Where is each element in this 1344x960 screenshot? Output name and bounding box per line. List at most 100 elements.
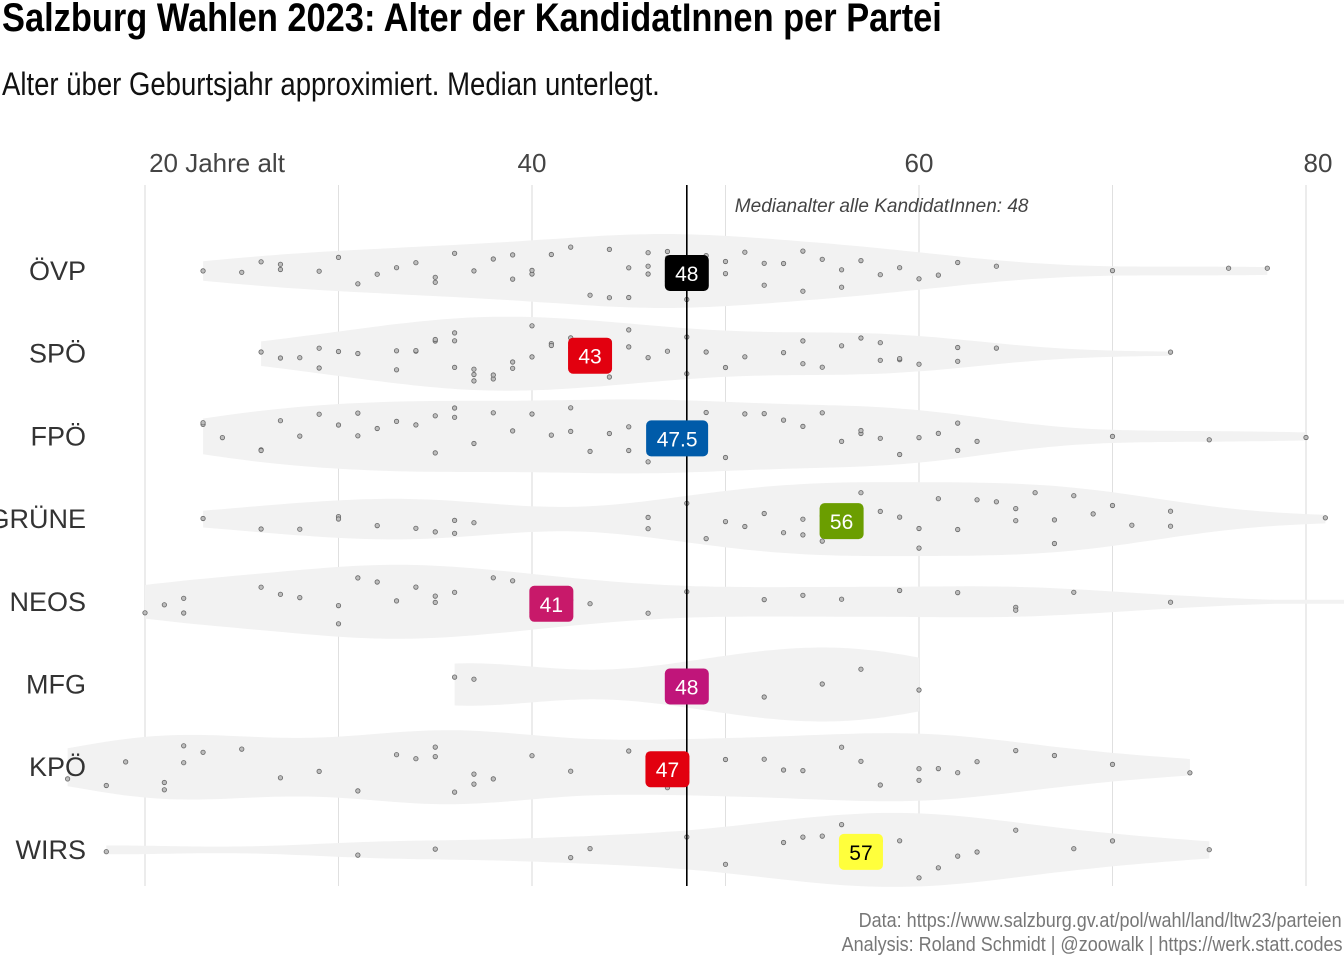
data-point bbox=[471, 440, 477, 447]
data-point bbox=[451, 674, 458, 680]
data-point bbox=[471, 268, 477, 274]
data-point bbox=[780, 767, 787, 773]
data-point bbox=[993, 499, 1000, 505]
data-point bbox=[297, 433, 303, 439]
data-point bbox=[568, 405, 574, 411]
data-point bbox=[471, 520, 477, 526]
data-point bbox=[103, 782, 109, 789]
data-point bbox=[393, 752, 400, 758]
data-point bbox=[645, 526, 651, 532]
data-point bbox=[451, 250, 458, 256]
data-point bbox=[451, 338, 458, 344]
data-point bbox=[974, 759, 980, 765]
data-point bbox=[993, 263, 1000, 269]
median-label-0: 48 bbox=[675, 263, 698, 286]
data-point bbox=[974, 438, 980, 444]
data-point bbox=[645, 271, 651, 277]
data-point bbox=[181, 760, 187, 766]
data-point bbox=[1071, 846, 1077, 852]
data-point bbox=[258, 526, 264, 532]
data-point bbox=[1187, 770, 1193, 776]
data-point bbox=[916, 875, 922, 881]
data-point bbox=[955, 344, 961, 351]
data-point bbox=[432, 336, 438, 343]
data-point bbox=[181, 595, 187, 601]
data-point bbox=[703, 349, 709, 355]
data-point bbox=[451, 517, 458, 524]
violin-grüne bbox=[203, 482, 1326, 557]
data-point bbox=[529, 411, 535, 417]
data-point bbox=[955, 447, 961, 453]
data-point bbox=[626, 327, 632, 333]
data-point bbox=[451, 405, 458, 411]
data-point bbox=[297, 355, 303, 361]
data-point bbox=[335, 422, 342, 428]
party-label-2: FPÖ bbox=[30, 421, 86, 451]
data-point bbox=[780, 530, 787, 536]
data-point bbox=[626, 424, 632, 430]
data-point bbox=[1303, 434, 1309, 441]
data-point bbox=[664, 248, 671, 255]
x-tick-label: 20 Jahre alt bbox=[149, 148, 286, 178]
data-point bbox=[529, 323, 535, 329]
data-point bbox=[393, 265, 400, 271]
data-point bbox=[1167, 508, 1174, 514]
caption-analysis: Analysis: Roland Schmidt | @zoowalk | ht… bbox=[841, 934, 1342, 956]
data-point bbox=[838, 267, 845, 273]
data-point bbox=[510, 428, 516, 434]
data-point bbox=[277, 418, 284, 424]
data-point bbox=[355, 350, 361, 357]
data-point bbox=[800, 361, 806, 367]
data-point bbox=[451, 789, 458, 795]
data-point bbox=[626, 294, 632, 301]
data-point bbox=[742, 249, 748, 255]
data-point bbox=[1071, 589, 1077, 595]
data-point bbox=[1051, 517, 1058, 523]
violin-övp bbox=[203, 234, 1268, 308]
data-point bbox=[626, 447, 632, 454]
x-tick-label: 80 bbox=[1304, 148, 1333, 178]
median-label-4: 41 bbox=[540, 594, 563, 617]
data-point bbox=[258, 447, 264, 454]
data-point bbox=[858, 666, 864, 672]
data-point bbox=[800, 288, 806, 294]
data-point bbox=[219, 434, 225, 441]
data-point bbox=[490, 372, 496, 378]
data-point bbox=[626, 344, 632, 350]
data-point bbox=[258, 349, 264, 355]
data-point bbox=[935, 272, 941, 278]
data-point bbox=[955, 358, 961, 364]
data-point bbox=[819, 833, 825, 839]
data-point bbox=[858, 335, 864, 341]
x-axis-ticks: 20 Jahre alt 40 60 80 bbox=[149, 148, 1332, 178]
data-point bbox=[490, 776, 496, 782]
data-point bbox=[974, 849, 980, 855]
x-tick-label: 40 bbox=[518, 148, 547, 178]
data-point bbox=[761, 260, 767, 266]
data-point bbox=[761, 282, 767, 288]
data-point bbox=[316, 268, 322, 274]
data-point bbox=[355, 788, 361, 794]
party-label-4: NEOS bbox=[9, 587, 86, 617]
party-label-5: MFG bbox=[26, 670, 86, 700]
median-reference-label: Medianalter alle KandidatInnen: 48 bbox=[735, 196, 1029, 217]
data-point bbox=[529, 753, 535, 759]
data-point bbox=[645, 610, 651, 616]
data-point bbox=[335, 516, 342, 522]
data-point bbox=[374, 579, 380, 585]
data-point bbox=[1109, 838, 1116, 844]
data-point bbox=[858, 257, 864, 264]
data-point bbox=[1109, 267, 1116, 274]
data-point bbox=[1032, 490, 1038, 496]
median-badge-5 bbox=[664, 668, 709, 705]
data-point bbox=[606, 374, 613, 380]
data-point bbox=[355, 575, 361, 581]
data-point bbox=[335, 621, 342, 627]
data-point bbox=[181, 610, 187, 616]
data-point bbox=[142, 610, 148, 616]
data-point bbox=[355, 281, 361, 287]
data-point bbox=[819, 410, 825, 416]
data-point bbox=[761, 756, 767, 762]
data-point bbox=[451, 364, 458, 370]
data-point bbox=[626, 748, 632, 754]
